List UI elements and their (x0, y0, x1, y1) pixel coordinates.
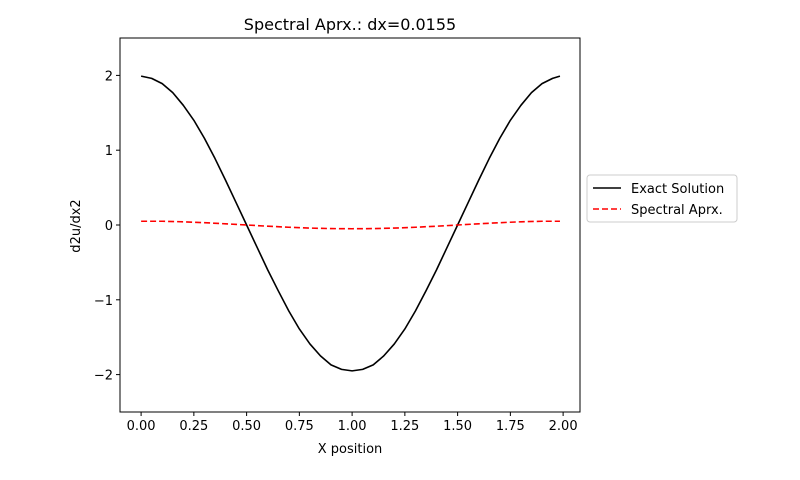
x-tick-label: 1.50 (443, 419, 472, 434)
x-tick-label: 1.25 (390, 419, 419, 434)
y-axis-label: d2u/dx2 (69, 199, 84, 252)
plot-area-frame (119, 37, 581, 413)
x-tick-label: 1.00 (338, 419, 367, 434)
x-axis-label: X position (318, 442, 383, 457)
series-line-spectral-aprx (141, 220, 560, 230)
chart-title: Spectral Aprx.: dx=0.0155 (244, 15, 456, 34)
x-tick-label: 1.75 (496, 419, 525, 434)
legend-box (586, 174, 738, 223)
x-axis: 0.00 0.25 0.50 0.75 1.00 1.25 1.50 1.75 2.00 (127, 412, 578, 434)
x-tick-label: 0.00 (127, 419, 156, 434)
legend-label: Exact Solution (631, 182, 724, 197)
legend-label: Spectral Aprx. (631, 203, 723, 218)
y-tick-label: −2 (94, 369, 113, 384)
series-line-exact-solution (140, 75, 561, 372)
y-tick-label: 0 (105, 219, 113, 234)
legend: Exact Solution Spectral Aprx. (586, 174, 738, 223)
y-axis: −2 −1 0 1 2 (94, 69, 120, 384)
y-tick-label: −1 (94, 294, 113, 309)
x-tick-label: 0.50 (232, 419, 261, 434)
y-tick-label: 2 (105, 69, 113, 84)
x-tick-label: 0.25 (179, 419, 208, 434)
series-lines (140, 75, 561, 372)
y-tick-label: 1 (105, 144, 113, 159)
x-tick-label: 0.75 (285, 419, 314, 434)
x-tick-label: 2.00 (549, 419, 578, 434)
